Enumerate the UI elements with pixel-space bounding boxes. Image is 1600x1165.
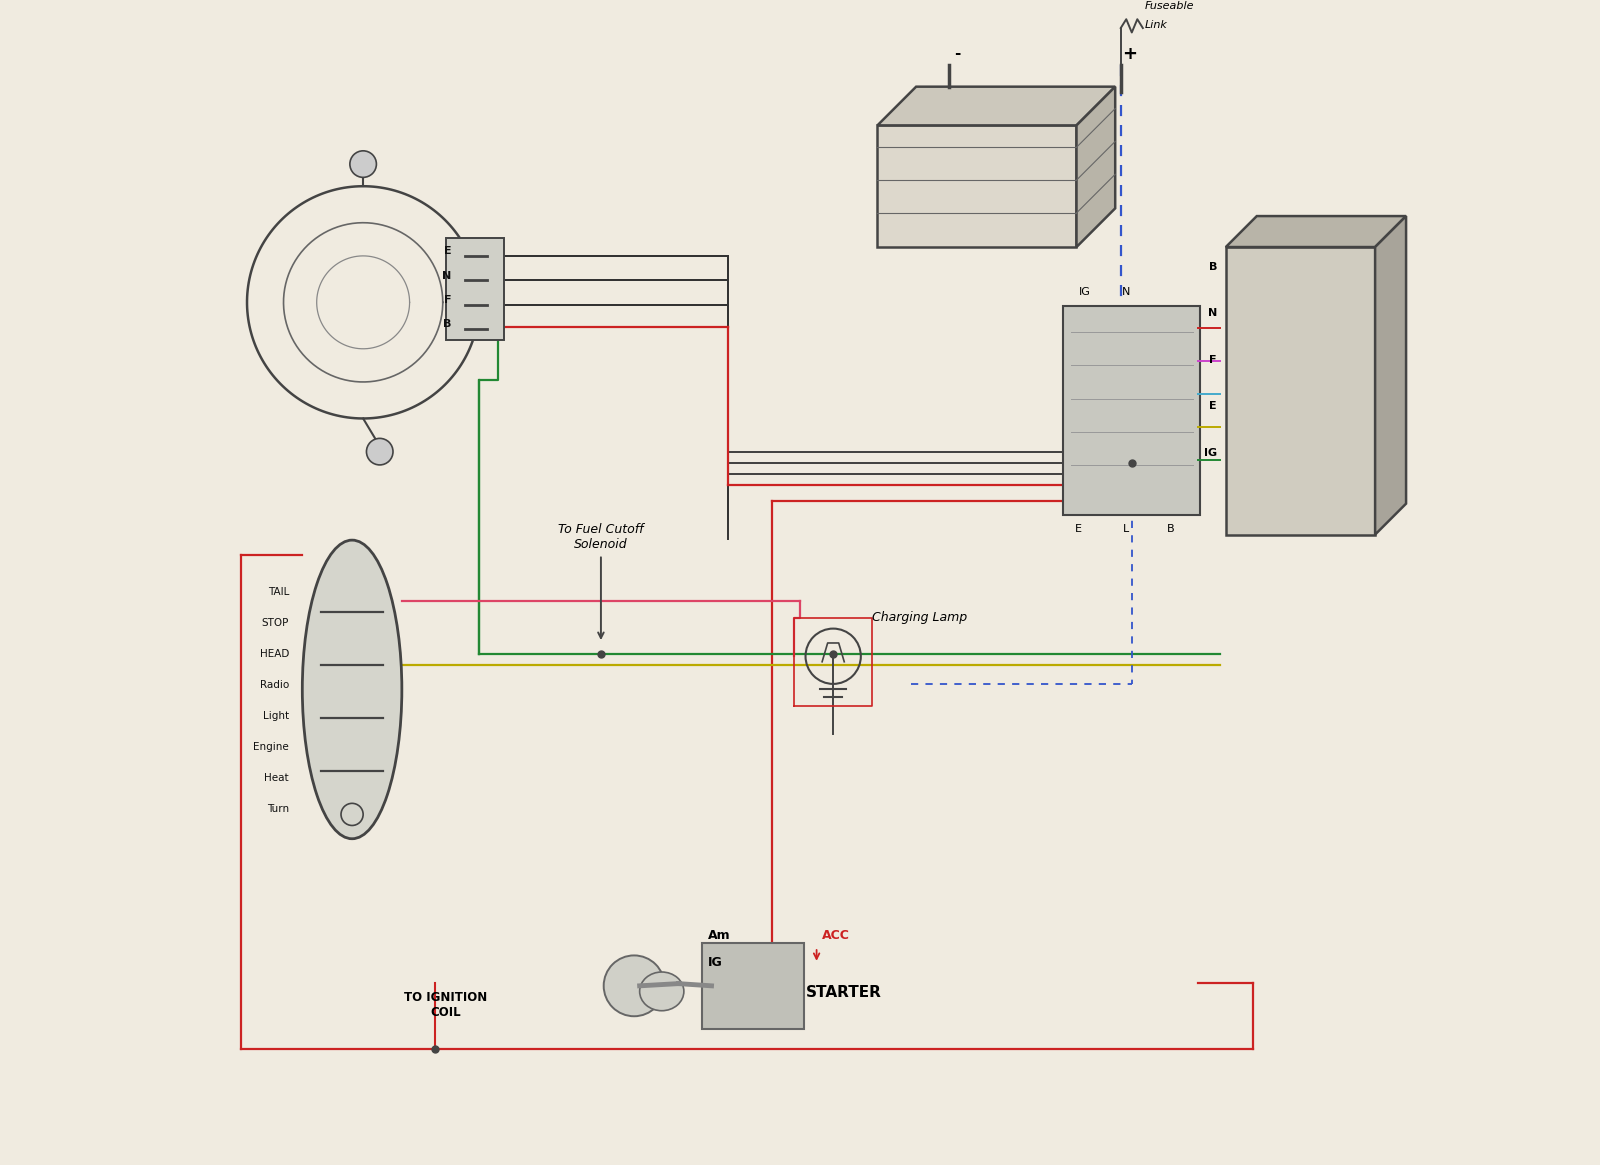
Text: Engine: Engine: [253, 742, 290, 751]
Circle shape: [366, 438, 394, 465]
Text: Am: Am: [709, 930, 731, 942]
Text: B: B: [443, 319, 451, 330]
Text: N: N: [1208, 309, 1218, 318]
Text: B: B: [1166, 524, 1174, 535]
Ellipse shape: [640, 972, 683, 1011]
Polygon shape: [877, 126, 1077, 247]
Text: Heat: Heat: [264, 772, 290, 783]
Polygon shape: [1077, 86, 1115, 247]
Text: -: -: [954, 45, 960, 61]
FancyBboxPatch shape: [701, 942, 805, 1029]
Text: IG: IG: [1078, 287, 1091, 297]
Text: E: E: [443, 247, 451, 256]
Circle shape: [350, 150, 376, 177]
Text: Charging Lamp: Charging Lamp: [872, 612, 966, 624]
Text: Fuseable: Fuseable: [1146, 1, 1195, 12]
Text: Light: Light: [262, 711, 290, 721]
Text: E: E: [1210, 401, 1218, 411]
Text: To Fuel Cutoff
Solenoid: To Fuel Cutoff Solenoid: [558, 523, 643, 551]
Polygon shape: [1374, 216, 1406, 535]
Text: STOP: STOP: [262, 619, 290, 628]
Text: TO IGNITION
COIL: TO IGNITION COIL: [405, 990, 488, 1018]
Text: F: F: [1210, 355, 1218, 365]
Ellipse shape: [603, 955, 664, 1016]
Text: N: N: [442, 270, 451, 281]
Polygon shape: [1226, 216, 1406, 247]
FancyBboxPatch shape: [1064, 305, 1200, 515]
Text: Radio: Radio: [259, 680, 290, 690]
Text: Link: Link: [1146, 20, 1168, 30]
Text: IG: IG: [1203, 447, 1218, 458]
FancyBboxPatch shape: [446, 238, 504, 340]
Text: +: +: [1122, 45, 1138, 63]
Text: ACC: ACC: [822, 930, 850, 942]
Text: L: L: [1123, 524, 1130, 535]
Polygon shape: [1226, 247, 1374, 535]
Text: F: F: [445, 295, 451, 305]
Text: IG: IG: [709, 956, 723, 969]
Text: B: B: [1208, 262, 1218, 271]
Text: STARTER: STARTER: [805, 984, 882, 1000]
Text: Turn: Turn: [267, 804, 290, 814]
Ellipse shape: [302, 541, 402, 839]
Text: HEAD: HEAD: [259, 649, 290, 659]
Text: TAIL: TAIL: [267, 587, 290, 598]
Text: N: N: [1122, 287, 1131, 297]
Text: E: E: [1075, 524, 1082, 535]
Polygon shape: [877, 86, 1115, 126]
